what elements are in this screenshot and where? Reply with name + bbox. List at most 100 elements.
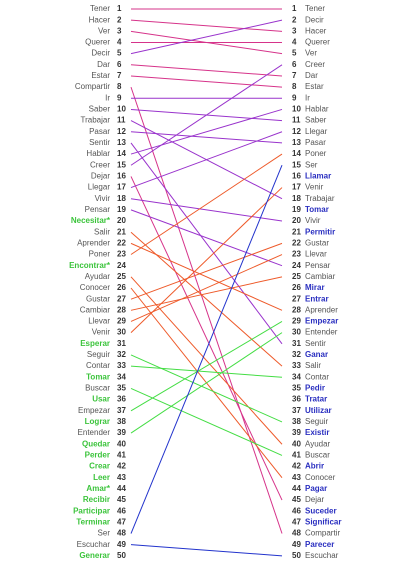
left-label: Terminar (76, 517, 110, 526)
right-rank: 1 (292, 4, 297, 13)
left-rank: 41 (117, 451, 126, 460)
left-label: Gustar (86, 294, 110, 303)
right-rank: 13 (292, 138, 301, 147)
left-rank: 23 (117, 250, 126, 259)
right-label: Conocer (305, 473, 336, 482)
rank-line (130, 544, 283, 557)
right-rank: 39 (292, 428, 301, 437)
left-label: Generar (79, 551, 110, 560)
left-rank: 5 (117, 49, 122, 58)
right-rank: 36 (292, 395, 301, 404)
right-label: Escuchar (305, 551, 339, 560)
right-label: Pagar (305, 484, 327, 493)
rank-line (130, 254, 283, 322)
rank-line (130, 276, 283, 445)
left-rank: 9 (117, 93, 122, 102)
right-label: Aprender (305, 305, 338, 314)
left-rank: 48 (117, 529, 126, 538)
right-label: Cambiar (305, 272, 336, 281)
right-label: Abrir (305, 462, 324, 471)
left-label: Ayudar (85, 272, 111, 281)
right-label: Pensar (305, 261, 331, 270)
right-rank: 34 (292, 372, 301, 381)
rank-line (130, 187, 283, 334)
right-label: Gustar (305, 238, 329, 247)
left-rank: 33 (117, 361, 126, 370)
right-rank: 41 (292, 451, 301, 460)
right-rank: 40 (292, 439, 301, 448)
right-label: Parecer (305, 540, 334, 549)
left-rank: 12 (117, 127, 126, 136)
right-rank: 31 (292, 339, 301, 348)
rank-line (130, 153, 283, 255)
right-label: Saber (305, 116, 327, 125)
right-rank: 5 (292, 49, 297, 58)
left-rank: 47 (117, 517, 126, 526)
right-label: Pedir (305, 384, 325, 393)
left-label: Ver (98, 26, 110, 35)
right-rank: 32 (292, 350, 301, 359)
left-rank: 6 (117, 60, 122, 69)
right-label: Hacer (305, 26, 327, 35)
left-rank: 32 (117, 350, 126, 359)
right-label: Venir (305, 183, 324, 192)
left-label: Encontrar* (69, 261, 111, 270)
left-rank: 17 (117, 183, 126, 192)
rank-line (130, 198, 283, 222)
right-label: Permitir (305, 227, 335, 236)
rank-line (130, 86, 283, 534)
left-label: Querer (85, 38, 110, 47)
left-label: Contar (86, 361, 110, 370)
left-label: Entender (78, 428, 111, 437)
right-label: Creer (305, 60, 325, 69)
right-rank: 48 (292, 529, 301, 538)
left-label: Llevar (88, 317, 110, 326)
left-label: Dejar (91, 172, 110, 181)
left-rank: 29 (117, 317, 126, 326)
right-rank: 17 (292, 183, 301, 192)
right-rank: 2 (292, 15, 297, 24)
right-rank: 12 (292, 127, 301, 136)
left-rank: 1 (117, 4, 122, 13)
left-label: Recibir (83, 495, 110, 504)
left-label: Aprender (77, 238, 110, 247)
left-rank: 24 (117, 261, 126, 270)
left-rank: 30 (117, 328, 126, 337)
right-rank: 26 (292, 283, 301, 292)
left-rank: 8 (117, 82, 122, 91)
right-rank: 27 (292, 294, 301, 303)
right-rank: 15 (292, 160, 301, 169)
left-rank: 36 (117, 395, 126, 404)
right-rank: 7 (292, 71, 297, 80)
left-rank: 15 (117, 160, 126, 169)
left-label: Conocer (80, 283, 111, 292)
left-label: Venir (92, 328, 111, 337)
right-rank: 30 (292, 328, 301, 337)
rank-line (130, 354, 283, 423)
rank-line (130, 176, 283, 501)
left-label: Lograr (85, 417, 110, 426)
left-label: Leer (93, 473, 110, 482)
left-rank: 18 (117, 194, 126, 203)
rank-line (130, 387, 283, 456)
rank-line (130, 165, 283, 534)
right-rank: 3 (292, 26, 297, 35)
right-label: Estar (305, 82, 324, 91)
right-label: Llamar (305, 172, 331, 181)
right-rank: 14 (292, 149, 301, 158)
left-label: Poner (89, 250, 111, 259)
right-label: Buscar (305, 451, 330, 460)
rank-line (130, 332, 283, 434)
left-rank: 46 (117, 506, 126, 515)
rank-line (130, 276, 283, 311)
right-rank: 8 (292, 82, 297, 91)
right-label: Seguir (305, 417, 328, 426)
left-label: Quedar (82, 439, 110, 448)
right-label: Querer (305, 38, 330, 47)
right-rank: 38 (292, 417, 301, 426)
left-rank: 21 (117, 227, 126, 236)
right-label: Ir (305, 93, 310, 102)
left-label: Perder (85, 451, 110, 460)
right-label: Existir (305, 428, 329, 437)
left-rank: 28 (117, 305, 126, 314)
